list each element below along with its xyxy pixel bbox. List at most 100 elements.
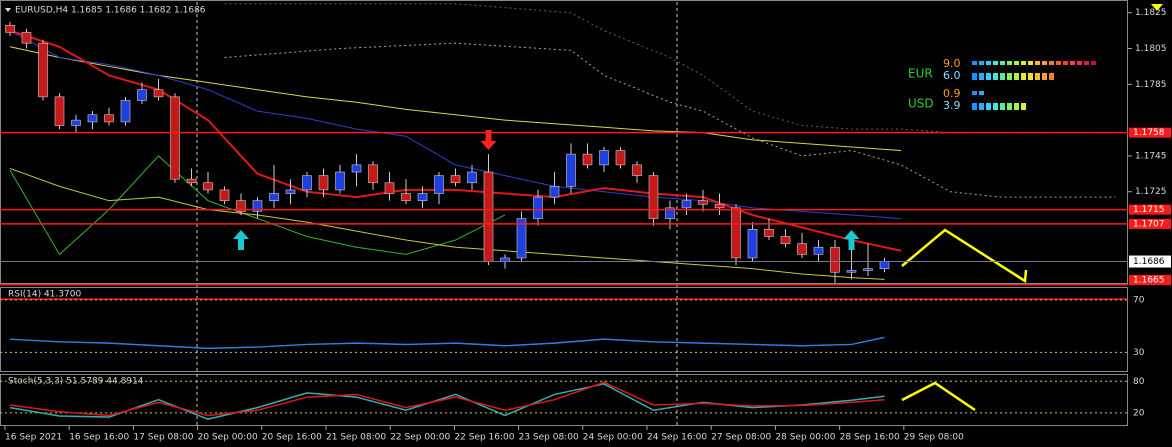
candle-body bbox=[318, 175, 329, 191]
strength-cell bbox=[986, 73, 991, 80]
candle-body bbox=[170, 96, 180, 180]
strength-cell bbox=[972, 61, 977, 65]
x-tick-label: 22 Sep 16:00 bbox=[454, 433, 514, 443]
strength-cell bbox=[993, 61, 998, 65]
candle-body bbox=[681, 200, 692, 209]
strength-cell bbox=[1049, 73, 1054, 80]
candle-body bbox=[863, 268, 873, 271]
candle-body bbox=[665, 207, 675, 219]
level-tag bbox=[1129, 218, 1171, 229]
candle-body bbox=[186, 178, 197, 184]
level-label: 1.1665 bbox=[1133, 276, 1165, 286]
candle-body bbox=[450, 175, 461, 184]
indicator-line bbox=[9, 30, 902, 220]
y-tick-label: 80 bbox=[1133, 377, 1145, 387]
candle-body bbox=[582, 153, 593, 166]
candle-body bbox=[780, 236, 791, 244]
strength-cell bbox=[1070, 61, 1075, 65]
candle-body bbox=[830, 246, 840, 273]
candle-body bbox=[54, 96, 65, 126]
scroll-marker[interactable] bbox=[1151, 4, 1163, 11]
strength-cell bbox=[1014, 103, 1019, 110]
x-tick-label: 22 Sep 00:00 bbox=[390, 433, 450, 443]
candle-body bbox=[483, 171, 494, 262]
candle-body bbox=[500, 257, 510, 262]
strength-cell bbox=[1042, 73, 1047, 80]
candle-body bbox=[467, 171, 477, 184]
candle-body bbox=[252, 200, 263, 212]
layers: 1.17581.17151.17071.16731.16651.16861.18… bbox=[0, 3, 1171, 443]
candle-body bbox=[434, 175, 444, 194]
arrow-head bbox=[1013, 269, 1028, 284]
y-tick-label: 1.1825 bbox=[1135, 8, 1167, 18]
strength-label: 6.0 bbox=[943, 69, 961, 82]
x-tick-label: 29 Sep 08:00 bbox=[904, 433, 964, 443]
x-tick-label: 16 Sep 2021 bbox=[5, 433, 62, 443]
projection-arrow bbox=[901, 228, 1026, 283]
x-tick-label: 28 Sep 16:00 bbox=[840, 433, 900, 443]
strength-cell bbox=[1021, 61, 1026, 65]
level-label: 1.1715 bbox=[1133, 205, 1165, 215]
strength-cell bbox=[1091, 61, 1096, 65]
candle-body bbox=[731, 207, 741, 259]
currency-label: USD bbox=[908, 97, 934, 111]
currency-label: EUR bbox=[908, 67, 933, 81]
candle-body bbox=[533, 196, 543, 219]
candle-body bbox=[38, 42, 48, 98]
buy-arrow bbox=[233, 230, 249, 250]
x-tick-label: 24 Sep 16:00 bbox=[647, 433, 707, 443]
y-tick-label: 70 bbox=[1133, 295, 1145, 305]
rsi-panel bbox=[0, 287, 1128, 372]
x-tick-label: 21 Sep 08:00 bbox=[326, 433, 386, 443]
strength-cell bbox=[986, 103, 991, 110]
strength-cell bbox=[979, 61, 984, 65]
candle-body bbox=[203, 182, 213, 191]
strength-cell bbox=[1028, 73, 1033, 80]
strength-cell bbox=[1014, 61, 1019, 65]
candle-body bbox=[335, 171, 345, 191]
menu-arrow[interactable] bbox=[5, 8, 11, 12]
stoch-panel bbox=[0, 374, 1128, 426]
candle-body bbox=[648, 175, 659, 219]
strength-label: 3.9 bbox=[943, 99, 961, 112]
x-tick-label: 20 Sep 00:00 bbox=[198, 433, 258, 443]
candle-body bbox=[120, 100, 131, 123]
strength-label: 9.0 bbox=[943, 57, 961, 70]
candle-body bbox=[21, 32, 32, 44]
sell-arrow bbox=[480, 130, 497, 150]
strength-cell bbox=[993, 73, 998, 80]
candle-body bbox=[104, 114, 114, 123]
strength-cell bbox=[986, 61, 991, 65]
strength-bar bbox=[972, 73, 1054, 80]
level-label: 1.1707 bbox=[1133, 219, 1165, 229]
strength-cell bbox=[1007, 73, 1012, 80]
candle-body bbox=[516, 218, 527, 259]
strength-cell bbox=[1007, 61, 1012, 65]
price-panel bbox=[0, 0, 1128, 284]
candle-body bbox=[417, 193, 428, 201]
buy-arrow bbox=[843, 230, 860, 250]
x-tick-label: 16 Sep 16:00 bbox=[69, 433, 129, 443]
symbol-title: EURUSD,H4 1.1685 1.1686 1.1682 1.1686 bbox=[15, 6, 206, 16]
strength-cell bbox=[1028, 61, 1033, 65]
x-tick-label: 20 Sep 16:00 bbox=[262, 433, 322, 443]
strength-cell bbox=[1000, 103, 1005, 110]
strength-cell bbox=[1063, 61, 1068, 65]
indicator-line bbox=[9, 383, 885, 420]
indicator-line bbox=[9, 167, 885, 280]
candle-body bbox=[236, 200, 246, 212]
indicator-line bbox=[224, 3, 1116, 134]
strength-cell bbox=[1084, 61, 1089, 65]
strength-cell bbox=[1035, 73, 1040, 80]
level-tag bbox=[1129, 127, 1171, 138]
x-tick-label: 23 Sep 08:00 bbox=[519, 433, 579, 443]
y-tick-label: 1.1805 bbox=[1135, 44, 1167, 54]
level-label: 1.1758 bbox=[1133, 128, 1165, 138]
candle-body bbox=[747, 229, 758, 259]
strength-bar bbox=[972, 61, 1096, 65]
y-tick-label: 20 bbox=[1133, 408, 1145, 418]
strength-cell bbox=[1014, 73, 1019, 80]
x-tick-label: 27 Sep 08:00 bbox=[711, 433, 771, 443]
candle-body bbox=[632, 164, 642, 176]
